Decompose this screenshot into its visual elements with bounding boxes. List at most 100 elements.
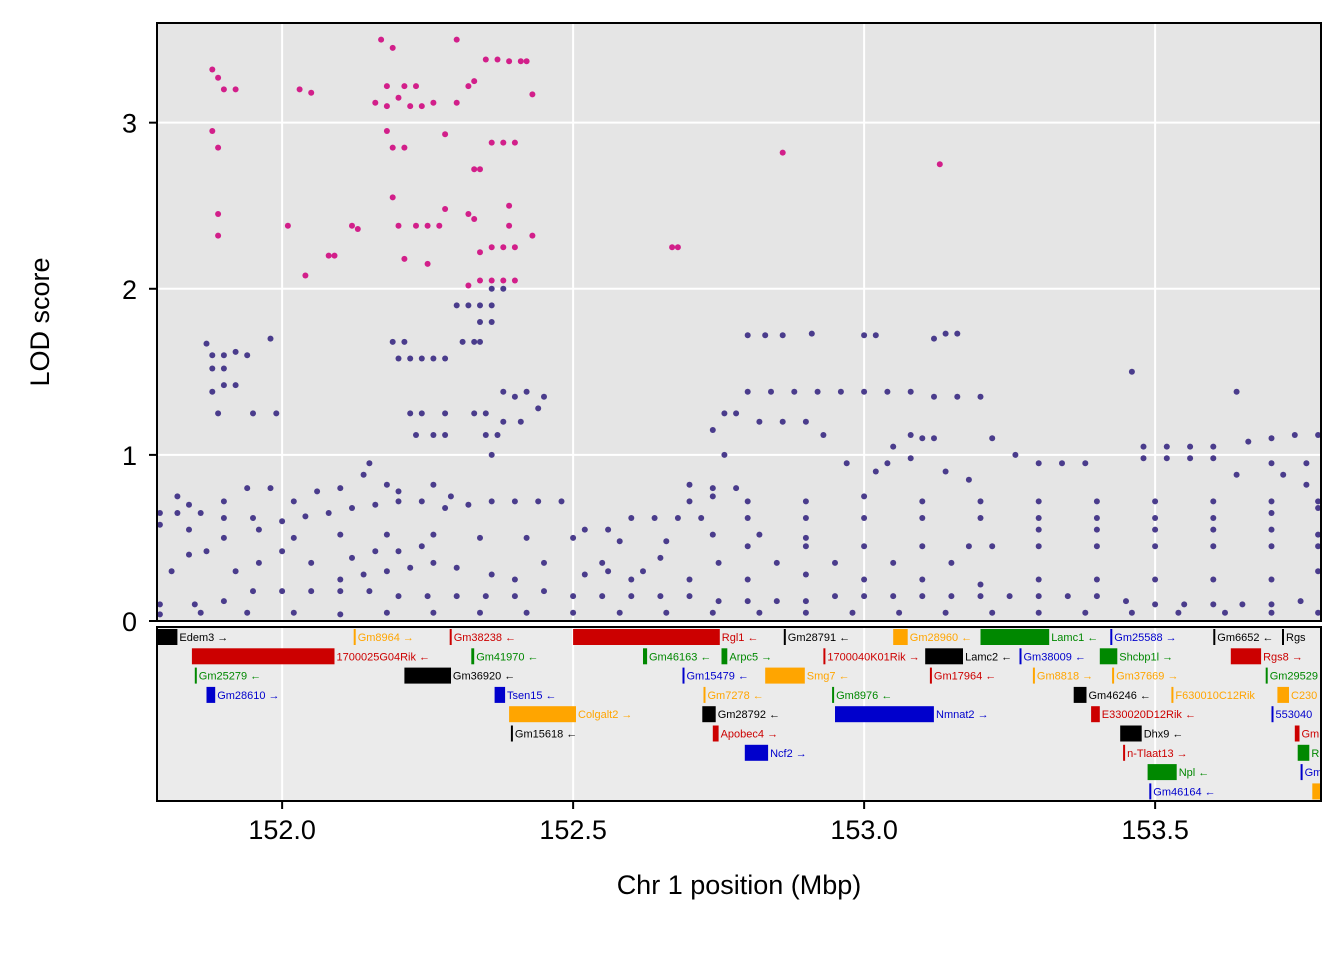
lod-point bbox=[1210, 498, 1217, 505]
lod-point bbox=[511, 498, 518, 505]
lod-point bbox=[337, 611, 344, 618]
lod-point bbox=[919, 435, 926, 442]
lod-point bbox=[1128, 368, 1135, 375]
lod-point bbox=[1222, 609, 1228, 616]
lod-point bbox=[977, 498, 984, 505]
x-axis-label: Chr 1 position (Mbp) bbox=[617, 870, 862, 900]
lod-point bbox=[488, 277, 495, 284]
lod-point bbox=[511, 576, 518, 583]
lod-point bbox=[861, 493, 868, 500]
lod-point bbox=[919, 576, 926, 583]
lod-point bbox=[383, 609, 390, 616]
lod-point bbox=[215, 232, 222, 239]
lod-point bbox=[919, 515, 926, 521]
lod-point bbox=[482, 410, 489, 417]
lod-point bbox=[413, 222, 419, 229]
lod-point bbox=[337, 576, 344, 583]
lod-point bbox=[814, 388, 821, 395]
gene-bar bbox=[509, 706, 576, 723]
lod-point bbox=[541, 588, 547, 595]
lod-point bbox=[931, 435, 937, 442]
lod-point bbox=[354, 226, 361, 232]
lod-point bbox=[453, 302, 460, 309]
lod-point bbox=[744, 515, 751, 521]
lod-point bbox=[802, 571, 809, 578]
lod-point bbox=[1035, 609, 1042, 616]
gene-bar bbox=[1282, 629, 1284, 645]
lod-point bbox=[686, 576, 693, 583]
lod-point bbox=[220, 534, 227, 541]
lod-point bbox=[197, 510, 204, 516]
gene-label: Dhx9 ← bbox=[1144, 729, 1184, 741]
gene-bar bbox=[471, 648, 475, 665]
gene-bar bbox=[703, 686, 706, 703]
lod-point bbox=[453, 564, 460, 571]
gene-label: Gm15618 ← bbox=[515, 729, 577, 741]
lod-point bbox=[255, 526, 262, 533]
gene-label: Tsen15 ← bbox=[507, 690, 557, 702]
lod-point bbox=[477, 534, 483, 541]
lod-point bbox=[523, 609, 530, 616]
lod-point bbox=[1035, 593, 1042, 600]
lod-point bbox=[453, 99, 460, 106]
lod-point bbox=[948, 559, 955, 566]
lod-point bbox=[186, 501, 192, 508]
lod-point bbox=[1152, 526, 1159, 533]
lod-point bbox=[1315, 498, 1321, 505]
lod-point bbox=[418, 103, 425, 110]
lod-point bbox=[442, 432, 449, 438]
lod-point bbox=[861, 593, 868, 600]
lod-point bbox=[942, 330, 949, 337]
lod-point bbox=[733, 410, 740, 417]
gene-label: Gm17964 ← bbox=[934, 671, 996, 683]
lod-point bbox=[1140, 443, 1147, 450]
lod-point bbox=[954, 330, 961, 337]
lod-point bbox=[1035, 526, 1042, 533]
lod-point bbox=[872, 332, 879, 339]
lod-point bbox=[907, 455, 914, 462]
lod-point bbox=[1280, 471, 1287, 478]
lod-point bbox=[360, 471, 367, 478]
lod-point bbox=[488, 302, 495, 309]
lod-point bbox=[977, 515, 984, 521]
gene-bar bbox=[353, 629, 356, 645]
lod-point bbox=[488, 285, 495, 292]
lod-point bbox=[442, 355, 449, 362]
gene-bar bbox=[1073, 686, 1087, 703]
lod-point bbox=[511, 244, 518, 251]
lod-point bbox=[1268, 543, 1275, 550]
lod-point bbox=[424, 593, 431, 600]
lod-point bbox=[1291, 432, 1298, 438]
lod-point bbox=[215, 410, 222, 417]
gene-label: Gm46163 ← bbox=[649, 651, 711, 663]
lod-point bbox=[418, 355, 425, 362]
lod-point bbox=[523, 58, 530, 65]
lod-point bbox=[570, 534, 577, 541]
lod-point bbox=[296, 86, 303, 93]
lod-point bbox=[430, 609, 437, 616]
lod-point bbox=[1268, 576, 1275, 583]
gene-bar bbox=[1112, 667, 1115, 684]
gene-label: Gm28960 ← bbox=[910, 632, 972, 644]
lod-point bbox=[529, 232, 536, 239]
lod-point bbox=[541, 393, 547, 400]
lod-point bbox=[896, 609, 903, 616]
gene-label: Edem3 → bbox=[179, 632, 228, 644]
gene-bar bbox=[1294, 725, 1300, 742]
lod-point bbox=[511, 277, 518, 284]
gene-bar bbox=[1271, 706, 1274, 723]
x-tick-label: 153.0 bbox=[830, 815, 898, 845]
lod-point bbox=[337, 588, 344, 595]
gene-label: Gm25588 → bbox=[1114, 632, 1176, 644]
lod-point bbox=[203, 340, 210, 347]
lod-point bbox=[1093, 593, 1100, 600]
gene-bar bbox=[783, 629, 786, 645]
lod-point bbox=[802, 534, 809, 541]
gene-bar bbox=[980, 629, 1050, 645]
gene-label: E330020D12Rik ← bbox=[1102, 709, 1196, 721]
lod-point bbox=[383, 103, 390, 110]
lod-point bbox=[500, 418, 507, 425]
lod-point bbox=[255, 559, 262, 566]
lod-point bbox=[500, 285, 507, 292]
lod-point bbox=[506, 202, 513, 209]
